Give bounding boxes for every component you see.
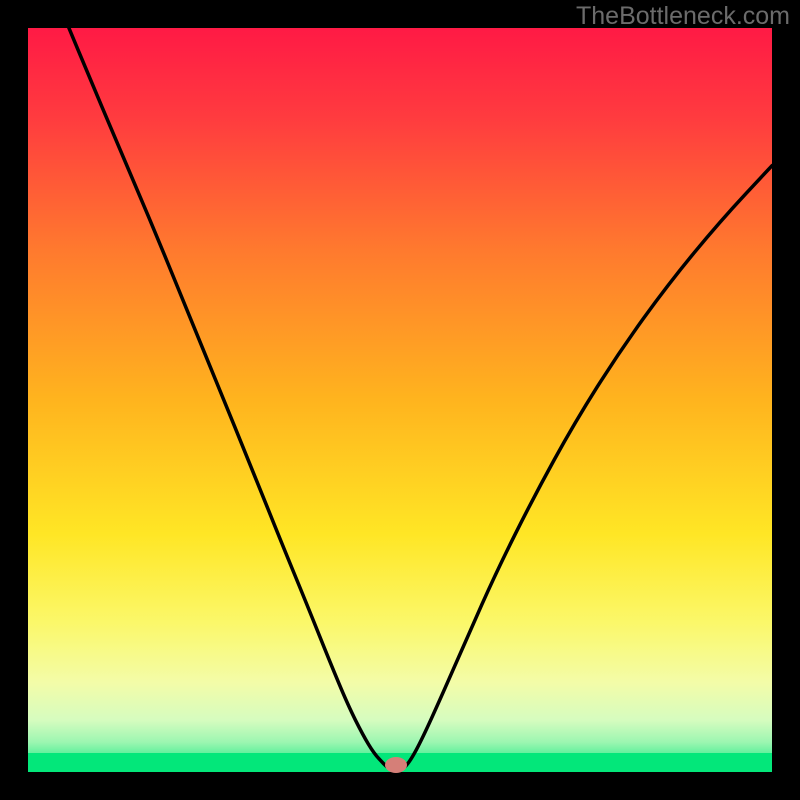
bottleneck-curve-path: [69, 28, 772, 771]
watermark-text: TheBottleneck.com: [576, 2, 790, 31]
chart-plot-area: [28, 28, 772, 772]
optimal-point-marker: [385, 757, 407, 773]
chart-frame: TheBottleneck.com: [0, 0, 800, 800]
bottleneck-curve: [28, 28, 772, 772]
